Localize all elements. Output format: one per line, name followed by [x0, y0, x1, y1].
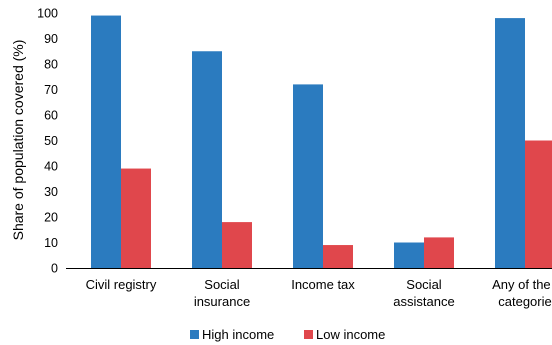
x-category-label: Income tax — [291, 277, 355, 292]
bar-low-income — [525, 140, 552, 268]
legend-label: High income — [202, 327, 274, 342]
legend-swatch — [190, 330, 199, 339]
y-tick-label: 80 — [44, 58, 58, 72]
y-tick-label: 30 — [44, 185, 58, 199]
bar-high-income — [495, 18, 525, 268]
x-category-label: Social — [406, 277, 442, 292]
x-category-label: assistance — [393, 294, 454, 309]
x-category-label: Any of the f — [492, 277, 552, 292]
x-category-label: insurance — [194, 294, 250, 309]
bar-high-income — [192, 51, 222, 268]
x-category-label: Civil registry — [86, 277, 157, 292]
bar-low-income — [222, 222, 252, 268]
bar-high-income — [394, 242, 424, 268]
legend-swatch — [304, 330, 313, 339]
x-category-label: categorie — [498, 294, 551, 309]
bar-high-income — [293, 84, 323, 269]
bars — [91, 15, 552, 269]
y-tick-label: 40 — [44, 160, 58, 174]
x-axis-category-labels: Civil registry Social insurance Income tax S… — [86, 277, 552, 309]
legend: High income Low income — [190, 327, 385, 342]
bar-low-income — [424, 237, 454, 268]
y-tick-label: 70 — [44, 83, 58, 97]
y-tick-label: 10 — [44, 236, 58, 250]
y-tick-label: 0 — [51, 262, 58, 276]
y-axis-ticks: 0 10 20 30 40 50 60 70 80 90 100 — [37, 7, 58, 276]
y-tick-label: 90 — [44, 32, 58, 46]
y-tick-label: 100 — [37, 7, 58, 21]
bar-low-income — [323, 245, 353, 268]
bar-low-income — [121, 168, 151, 268]
x-category-label: Social — [204, 277, 240, 292]
y-axis-title: Share of population covered (%) — [10, 40, 26, 241]
y-tick-label: 60 — [44, 109, 58, 123]
y-tick-label: 20 — [44, 211, 58, 225]
bar-high-income — [91, 15, 121, 268]
y-tick-label: 50 — [44, 134, 58, 148]
legend-label: Low income — [316, 327, 385, 342]
